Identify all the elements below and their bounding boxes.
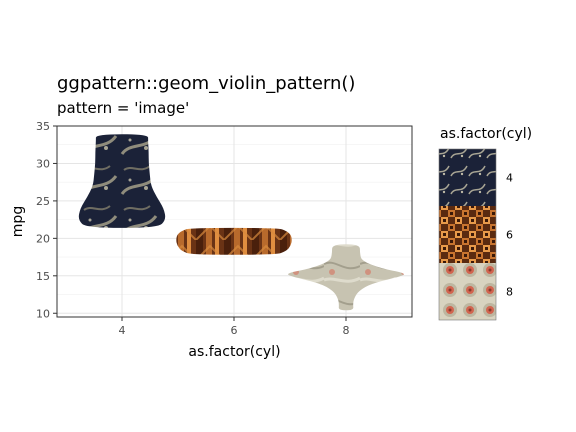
legend-key-6 [439, 206, 496, 263]
chart-subtitle: pattern = 'image' [57, 99, 189, 117]
x-tick-label: 4 [119, 324, 126, 337]
y-axis: 10 15 20 25 30 35 [36, 120, 57, 320]
legend: as.factor(cyl) 4 6 8 [438, 126, 532, 321]
legend-label-6: 6 [506, 229, 513, 242]
violin-cyl-4 [78, 134, 166, 228]
y-tick-label: 25 [36, 195, 50, 208]
y-tick-label: 20 [36, 232, 50, 245]
x-tick-label: 8 [343, 324, 350, 337]
violin-layer [78, 134, 404, 311]
y-axis-title: mpg [10, 206, 26, 237]
x-tick-label: 6 [231, 324, 238, 337]
y-tick-label: 35 [36, 120, 50, 133]
violin-cyl-8 [288, 244, 404, 311]
legend-border [438, 148, 497, 321]
legend-title: as.factor(cyl) [440, 126, 532, 142]
legend-key-8 [439, 263, 496, 320]
y-tick-label: 30 [36, 157, 50, 170]
chart-title: ggpattern::geom_violin_pattern() [57, 73, 355, 94]
legend-label-8: 8 [506, 286, 513, 299]
x-axis: 4 6 8 [119, 317, 350, 337]
legend-label-4: 4 [506, 172, 513, 185]
violin-cyl-6 [176, 227, 292, 255]
y-tick-label: 15 [36, 270, 50, 283]
legend-key-4 [439, 149, 496, 206]
x-axis-title: as.factor(cyl) [188, 344, 280, 360]
y-tick-label: 10 [36, 307, 50, 320]
